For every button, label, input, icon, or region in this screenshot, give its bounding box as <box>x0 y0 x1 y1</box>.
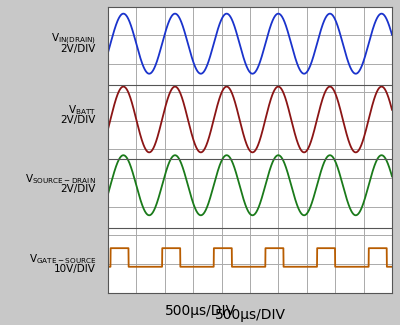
Text: 500µs/DIV: 500µs/DIV <box>214 308 286 322</box>
Text: V$_{\rm BATT}$: V$_{\rm BATT}$ <box>68 103 96 117</box>
Text: 10V/DIV: 10V/DIV <box>54 264 96 274</box>
Text: V$_{\rm GATE-SOURCE}$: V$_{\rm GATE-SOURCE}$ <box>28 252 96 266</box>
Text: V$_{\rm IN(DRAIN)}$: V$_{\rm IN(DRAIN)}$ <box>51 31 96 46</box>
Text: 2V/DIV: 2V/DIV <box>61 44 96 54</box>
Text: 2V/DIV: 2V/DIV <box>61 184 96 194</box>
Text: V$_{\rm SOURCE-DRAIN}$: V$_{\rm SOURCE-DRAIN}$ <box>25 172 96 186</box>
Text: 500µs/DIV: 500µs/DIV <box>164 305 236 318</box>
Text: 2V/DIV: 2V/DIV <box>61 115 96 125</box>
